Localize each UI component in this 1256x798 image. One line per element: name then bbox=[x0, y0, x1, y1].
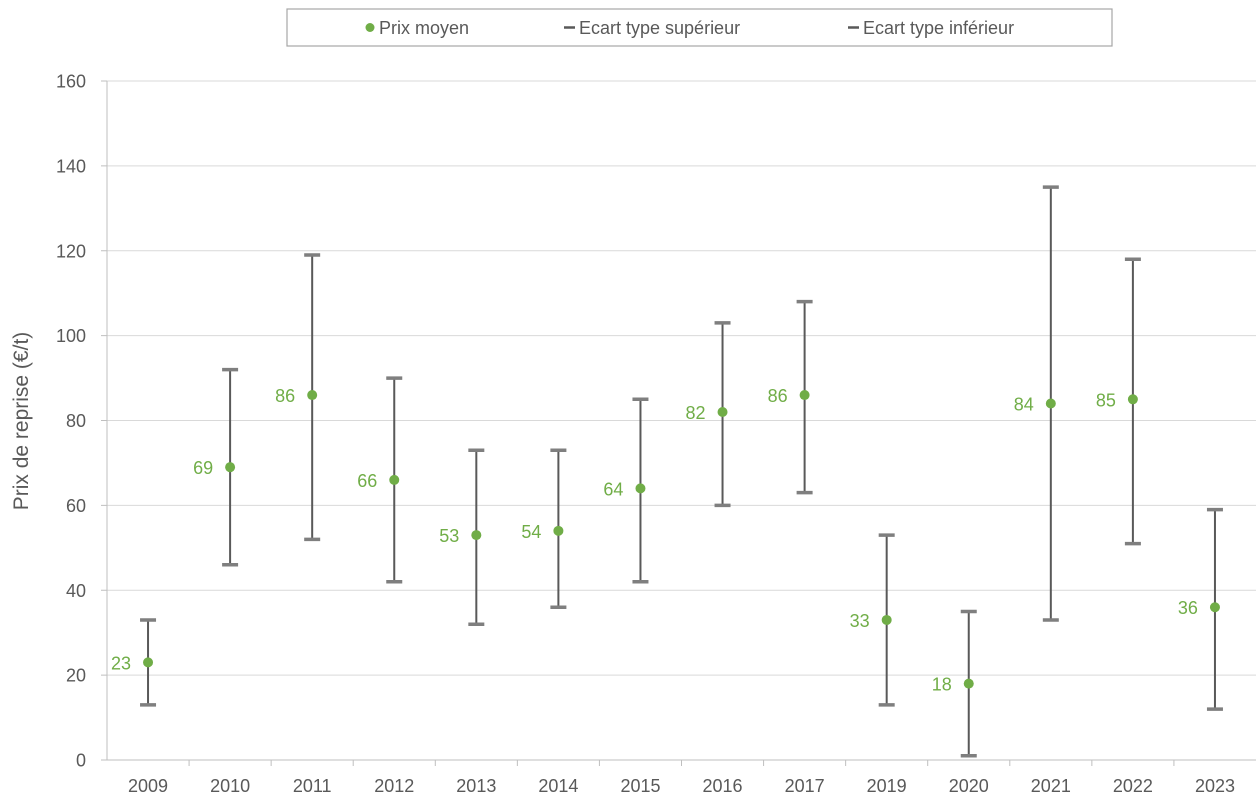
y-tick-label-20: 20 bbox=[66, 666, 86, 686]
mean-point-2022 bbox=[1127, 394, 1138, 405]
x-tick-label-2022: 2022 bbox=[1113, 776, 1153, 796]
x-tick-label-2010: 2010 bbox=[210, 776, 250, 796]
x-tick-label-2020: 2020 bbox=[949, 776, 989, 796]
legend-box bbox=[286, 8, 1113, 47]
y-tick-label-100: 100 bbox=[56, 326, 86, 346]
y-tick-label-140: 140 bbox=[56, 156, 86, 176]
mean-point-2014 bbox=[553, 525, 564, 536]
data-label-2021: 84 bbox=[1014, 395, 1034, 415]
x-tick-labels: 2009 2010 2011 2012 2013 2014 2015 2016 2017 2019… bbox=[128, 776, 1235, 796]
data-label-2020: 18 bbox=[932, 675, 952, 695]
mean-point-2013 bbox=[471, 530, 482, 541]
legend-label-lower: Ecart type inférieur bbox=[863, 18, 1014, 38]
data-label-2014: 54 bbox=[521, 522, 541, 542]
mean-point-2009 bbox=[143, 657, 154, 668]
legend-label-mean: Prix moyen bbox=[379, 18, 469, 38]
x-tick-label-2011: 2011 bbox=[293, 776, 332, 796]
data-label-2023: 36 bbox=[1178, 598, 1198, 618]
legend: Prix moyen Ecart type supérieur Ecart ty… bbox=[286, 8, 1113, 47]
data-labels: 23 69 86 66 53 54 64 82 86 33 18 84 85 36 bbox=[111, 386, 1198, 695]
data-label-2012: 66 bbox=[357, 471, 377, 491]
data-label-2013: 53 bbox=[439, 526, 459, 546]
mean-point-2019 bbox=[881, 614, 892, 625]
x-tick-label-2016: 2016 bbox=[703, 776, 743, 796]
y-tick-label-80: 80 bbox=[66, 411, 86, 431]
x-tick-label-2014: 2014 bbox=[538, 776, 578, 796]
mean-point-2017 bbox=[799, 390, 810, 401]
data-label-2009: 23 bbox=[111, 653, 131, 673]
x-tick-label-2021: 2021 bbox=[1031, 776, 1071, 796]
y-tick-labels: 0 20 40 60 80 100 120 140 160 bbox=[56, 72, 86, 771]
y-tick-label-120: 120 bbox=[56, 241, 86, 261]
mean-point-2015 bbox=[635, 483, 646, 494]
data-label-2022: 85 bbox=[1096, 390, 1116, 410]
mean-point-2010 bbox=[225, 462, 236, 473]
data-label-2015: 64 bbox=[603, 479, 623, 499]
data-label-2019: 33 bbox=[850, 611, 870, 631]
legend-marker-mean bbox=[365, 23, 375, 32]
x-tick-label-2009: 2009 bbox=[128, 776, 168, 796]
error-bars bbox=[140, 185, 1223, 758]
gridlines bbox=[107, 80, 1256, 676]
y-axis-label: Prix de reprise (€/t) bbox=[10, 332, 33, 511]
x-tick-label-2012: 2012 bbox=[374, 776, 414, 796]
mean-point-2020 bbox=[963, 678, 974, 689]
axes bbox=[101, 80, 1256, 766]
data-label-2010: 69 bbox=[193, 458, 213, 478]
y-tick-label-0: 0 bbox=[76, 751, 86, 771]
x-tick-label-2019: 2019 bbox=[867, 776, 907, 796]
data-label-2017: 86 bbox=[768, 386, 788, 406]
y-tick-label-40: 40 bbox=[66, 581, 86, 601]
x-tick-label-2023: 2023 bbox=[1195, 776, 1235, 796]
mean-points bbox=[143, 390, 1220, 689]
data-label-2016: 82 bbox=[686, 403, 706, 423]
data-label-2011: 86 bbox=[275, 386, 295, 406]
mean-point-2021 bbox=[1045, 398, 1056, 409]
mean-point-2023 bbox=[1209, 602, 1220, 613]
x-tick-label-2017: 2017 bbox=[785, 776, 825, 796]
x-tick-label-2015: 2015 bbox=[620, 776, 660, 796]
y-tick-label-60: 60 bbox=[66, 496, 86, 516]
mean-point-2011 bbox=[307, 390, 318, 401]
legend-label-upper: Ecart type supérieur bbox=[579, 18, 740, 38]
x-tick-label-2013: 2013 bbox=[456, 776, 496, 796]
y-tick-label-160: 160 bbox=[56, 72, 86, 92]
mean-point-2012 bbox=[389, 474, 400, 485]
mean-point-2016 bbox=[717, 407, 728, 418]
